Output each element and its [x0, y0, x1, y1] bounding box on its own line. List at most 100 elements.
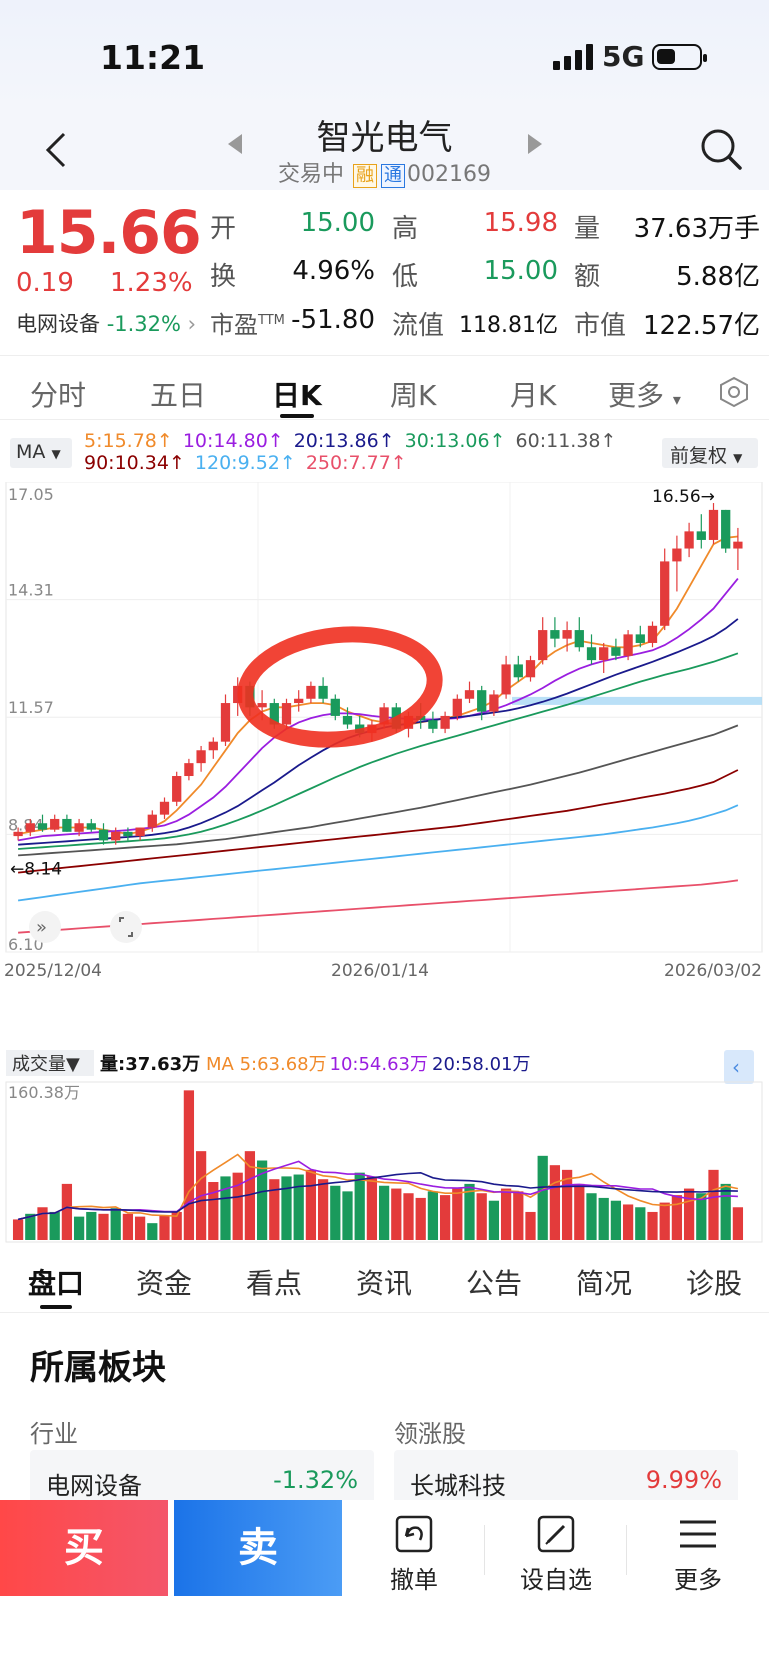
candle-body	[538, 630, 548, 661]
sector-link[interactable]: 电网设备 -1.32% ›	[16, 312, 197, 336]
status-time: 11:21	[100, 38, 206, 77]
x-axis-label: 2026/01/14	[331, 961, 429, 981]
buy-button[interactable]: 买	[0, 1500, 168, 1596]
more-label[interactable]: 更多	[674, 1566, 722, 1594]
volume-header	[0, 1042, 769, 1072]
volume-bar	[232, 1172, 243, 1240]
settings-hex-icon[interactable]	[718, 376, 750, 408]
volume-bar	[244, 1151, 256, 1240]
volume-ma-line-20	[17, 1171, 738, 1221]
volume-bar	[427, 1191, 439, 1240]
volume-chart[interactable]: 成交量▼ 量:37.63万 MA 5:63.68万 10:54.63万 20:58.01…	[0, 1042, 769, 1245]
candle-body	[98, 829, 109, 841]
quote-label: 市盈TTM	[210, 311, 285, 339]
quote-label: 额	[574, 262, 601, 292]
candle-body	[477, 690, 487, 712]
candle-body	[562, 630, 572, 639]
candle-body	[25, 823, 35, 832]
volume-bar	[708, 1169, 719, 1240]
candle-body	[623, 634, 633, 656]
volume-bar	[720, 1183, 731, 1240]
ma-line-60	[18, 724, 739, 857]
volume-selector	[6, 1050, 94, 1076]
y-tick-label: 11.57	[8, 698, 54, 717]
ma-legend-item-1: 10:14.80↑	[182, 430, 284, 452]
ma-selector[interactable]: MA ▼	[10, 438, 72, 468]
back-arrow-icon[interactable]	[40, 130, 70, 170]
tab-announcements[interactable]: 公告	[466, 1267, 523, 1300]
quote-label: 量	[574, 214, 601, 244]
quote-label: 换	[210, 262, 237, 292]
candle-body	[721, 509, 731, 549]
adjust-selector[interactable]: 前复权 ▼	[662, 438, 758, 468]
quote-label: 市值	[574, 311, 627, 341]
volume-bar	[391, 1188, 402, 1240]
tab-highlights[interactable]: 看点	[246, 1267, 303, 1300]
tab-daily-k[interactable]: 日K	[272, 379, 322, 412]
search-icon[interactable]	[700, 128, 742, 170]
ma-line-120	[17, 804, 739, 902]
sell-button[interactable]: 卖	[174, 1500, 342, 1596]
detail-tabs	[0, 1245, 769, 1313]
candle-body	[574, 630, 584, 648]
leader-name: 长城科技	[410, 1472, 506, 1500]
fullscreen-glyph	[119, 917, 133, 937]
volume-bar	[220, 1176, 231, 1240]
tab-more[interactable]: 更多 ▾	[608, 379, 681, 412]
volume-bar	[635, 1207, 646, 1240]
candle-body	[342, 715, 353, 725]
stock-subline: 交易中 融通 002169	[0, 156, 769, 188]
margin-tag: 融	[353, 164, 378, 188]
candle-body	[135, 827, 145, 837]
volume-bar	[171, 1211, 182, 1240]
kline-chart[interactable]: 17.0514.3111.578.846.1016.56→←8.142025/1…	[0, 482, 769, 1042]
volume-bar	[366, 1176, 378, 1240]
quote-value: 5.88亿	[676, 262, 760, 292]
cancel-order-icon[interactable]	[394, 1514, 434, 1554]
candle-body	[306, 685, 316, 699]
volume-bar	[452, 1188, 463, 1240]
candle-body	[440, 715, 450, 729]
tab-five-day[interactable]: 五日	[150, 379, 207, 412]
edit-watchlist-icon[interactable]	[536, 1514, 576, 1554]
candle-body	[513, 664, 523, 678]
ma-line-30	[18, 652, 739, 850]
candle-body	[464, 690, 475, 699]
tab-profile[interactable]: 简况	[576, 1267, 633, 1300]
candle-body	[489, 694, 499, 712]
watchlist-label[interactable]: 设自选	[520, 1566, 592, 1594]
ma-legend-item2-2: 250:7.77↑	[305, 452, 407, 474]
x-axis-label: 2025/12/04	[4, 961, 102, 981]
min-price-label: ←8.14	[10, 859, 62, 879]
prev-stock-icon[interactable]	[228, 134, 242, 154]
tab-order-book[interactable]: 盘口	[28, 1267, 85, 1300]
y-tick-label: 17.05	[8, 485, 54, 504]
candle-body	[452, 698, 462, 716]
candle-body	[147, 814, 157, 828]
quote-value: 15.00	[483, 256, 558, 286]
tab-news[interactable]: 资讯	[356, 1267, 413, 1300]
volume-bar	[610, 1200, 622, 1240]
next-stock-icon[interactable]	[528, 134, 542, 154]
volume-bar	[269, 1179, 280, 1240]
candle-body	[269, 703, 279, 725]
tab-monthly-k[interactable]: 月K	[510, 379, 557, 412]
cancel-order-label[interactable]: 撤单	[390, 1566, 438, 1594]
tab-diagnosis[interactable]: 诊股	[686, 1267, 743, 1300]
candle-body	[172, 776, 182, 802]
volume-bar	[281, 1176, 292, 1240]
tab-capital[interactable]: 资金	[136, 1267, 193, 1300]
tab-weekly-k[interactable]: 周K	[390, 379, 437, 412]
volume-expand-icon	[724, 1050, 754, 1084]
volume-bar	[513, 1191, 524, 1240]
ma-legend-item2-1: 120:9.52↑	[194, 452, 296, 474]
volume-ma-line-5	[17, 1153, 739, 1221]
max-price-label: 16.56→	[652, 487, 715, 507]
ma-legend-item-0: 5:15.78↑	[84, 430, 173, 452]
ma-legend-line2: 90:10.34↑ 120:9.52↑ 250:7.77↑	[84, 452, 417, 474]
menu-icon[interactable]	[678, 1514, 718, 1554]
volume-bar	[317, 1179, 329, 1240]
tab-intraday[interactable]: 分时	[30, 379, 87, 412]
volume-bar	[683, 1188, 695, 1240]
candle-body	[428, 720, 438, 729]
